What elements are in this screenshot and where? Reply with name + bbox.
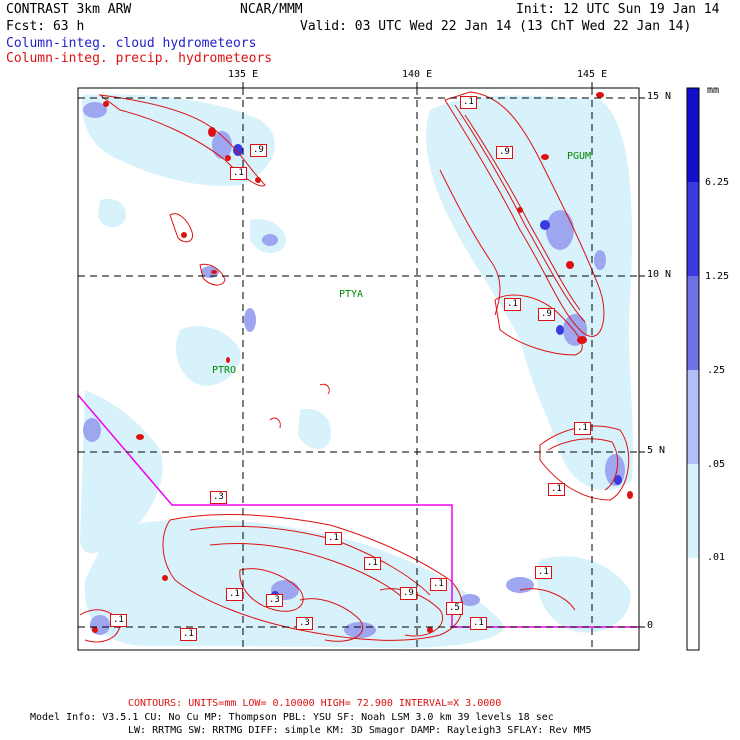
colorbar-swatch	[687, 182, 699, 276]
axis-ticks	[242, 82, 645, 628]
model-info-line2: LW: RRTMG SW: RRTMG DIFF: simple KM: 3D …	[128, 725, 592, 736]
contour-value-label: .1	[504, 298, 521, 311]
legend-precip: Column-integ. precip. hydrometeors	[6, 51, 273, 66]
colorbar-swatch	[687, 370, 699, 464]
contour-value-label: .1	[574, 422, 591, 435]
colorbar-label: 6.25	[705, 177, 730, 188]
model-title: CONTRAST 3km ARW	[6, 2, 132, 17]
lat-label-10n: 10 N	[647, 269, 672, 280]
contour-value-label: .9	[250, 144, 267, 157]
colorbar-unit: mm	[707, 85, 720, 96]
init-time: Init: 12 UTC Sun 19 Jan 14	[516, 2, 720, 17]
contour-value-label: .1	[230, 167, 247, 180]
valid-time: Valid: 03 UTC Wed 22 Jan 14 (13 ChT Wed …	[300, 19, 692, 34]
station-pgum: PGUM	[567, 151, 592, 162]
contour-value-label: .9	[538, 308, 555, 321]
contour-value-label: .1	[364, 557, 381, 570]
model-info-line1: Model Info: V3.5.1 CU: No Cu MP: Thompso…	[30, 712, 554, 723]
contour-value-label: .1	[180, 628, 197, 641]
colorbar-label: .01	[707, 552, 726, 563]
colorbar-label: .25	[707, 365, 726, 376]
contour-value-label: .1	[548, 483, 565, 496]
contour-value-label: .1	[325, 532, 342, 545]
map-field-layer	[78, 91, 639, 649]
contour-value-label: .1	[110, 614, 127, 627]
forecast-hour: Fcst: 63 h	[6, 19, 85, 34]
contour-value-label: .1	[470, 617, 487, 630]
lat-label-15n: 15 N	[647, 91, 672, 102]
contour-value-label: .5	[446, 602, 463, 615]
legend-cloud: Column-integ. cloud hydrometeors	[6, 36, 257, 51]
station-ptro: PTRO	[212, 365, 237, 376]
contour-value-label: .3	[296, 617, 313, 630]
colorbar-label: 1.25	[705, 271, 730, 282]
contour-value-label: .1	[460, 96, 477, 109]
colorbar-label: .05	[707, 459, 726, 470]
contour-value-label: .1	[430, 578, 447, 591]
colorbar-swatch	[687, 88, 699, 182]
contour-info: CONTOURS: UNITS=mm LOW= 0.10000 HIGH= 72…	[128, 698, 502, 709]
colorbar-swatch	[687, 276, 699, 370]
colorbar-swatch	[687, 558, 699, 650]
map-frame	[77, 87, 640, 651]
contour-value-label: .3	[210, 491, 227, 504]
lat-label-5n: 5 N	[647, 445, 666, 456]
lat-label-0: 0	[647, 620, 654, 631]
station-ptya: PTYA	[339, 289, 364, 300]
contour-value-label: .3	[266, 594, 283, 607]
colorbar-swatch	[687, 464, 699, 558]
lon-label-135: 135 E	[228, 69, 259, 80]
contour-value-label: .1	[226, 588, 243, 601]
lon-label-145: 145 E	[577, 69, 608, 80]
precip-contours	[79, 91, 630, 643]
contour-value-label: .9	[400, 587, 417, 600]
contour-value-label: .9	[496, 146, 513, 159]
contour-value-label: .1	[535, 566, 552, 579]
graticule	[78, 88, 639, 650]
org-label: NCAR/MMM	[240, 2, 303, 17]
colorbar	[686, 87, 700, 651]
lon-label-140: 140 E	[402, 69, 433, 80]
